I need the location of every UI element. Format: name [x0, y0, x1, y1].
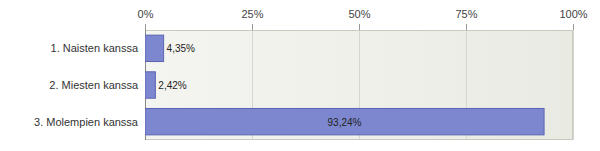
category-label: 2. Miesten kanssa: [49, 79, 139, 91]
tick-label: 25%: [241, 8, 263, 20]
bar: [145, 72, 155, 98]
grid-line: [573, 30, 574, 140]
tick-label: 50%: [348, 8, 370, 20]
plot-background: [145, 30, 573, 140]
tick-label: 75%: [455, 8, 477, 20]
chart-svg: 0% 25% 50% 75% 100% 1. Naisten kanssa 4,35% 2. …: [0, 0, 600, 151]
tick-label: 0%: [138, 8, 154, 20]
bar: [145, 108, 544, 134]
plot-frame: [146, 31, 573, 140]
tick-mark: [466, 24, 467, 30]
data-label: 4,35%: [167, 43, 195, 54]
category-label: 3. Molempien kanssa: [34, 116, 139, 128]
labels: 1. Naisten kanssa 4,35% 2. Miesten kanssa 2…: [34, 42, 362, 127]
tick-label: 100%: [559, 8, 587, 20]
tick-mark: [252, 24, 253, 30]
data-label: 2,42%: [158, 80, 186, 91]
tick-mark: [145, 24, 146, 30]
data-label: 93,24%: [328, 117, 362, 128]
category-label: 1. Naisten kanssa: [51, 42, 139, 54]
bar: [145, 35, 164, 61]
tick-mark: [573, 24, 574, 30]
bars: [145, 35, 544, 135]
tick-mark: [359, 24, 360, 30]
chart-container: 0% 25% 50% 75% 100% 1. Naisten kanssa 4,35% 2. …: [0, 0, 600, 151]
